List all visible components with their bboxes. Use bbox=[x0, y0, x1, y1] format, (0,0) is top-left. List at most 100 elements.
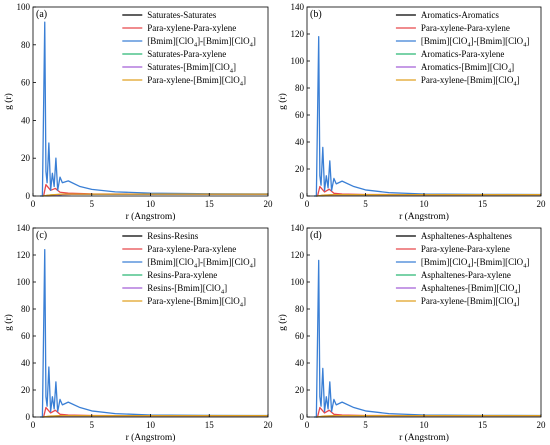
x-tick-label: 5 bbox=[90, 420, 95, 430]
y-axis-label: g (r) bbox=[3, 314, 14, 331]
y-tick-label: 0 bbox=[26, 191, 31, 201]
series-line-3 bbox=[40, 248, 269, 418]
y-tick-label: 100 bbox=[291, 277, 305, 287]
y-axis-label: g (r) bbox=[277, 93, 288, 110]
legend-entry: [Bmim][ClO4​]-[Bmim][ClO4​] bbox=[421, 257, 530, 270]
y-tick-label: 80 bbox=[21, 40, 31, 50]
legend-entry: Aromatics-[Bmim][ClO4​] bbox=[421, 62, 514, 75]
legend-entry: Resins-[Bmim][ClO4​] bbox=[147, 283, 227, 296]
series-line-6 bbox=[42, 414, 268, 418]
legend: Saturates-Saturates Para-xylene-Para-xyle… bbox=[122, 10, 256, 88]
panel-label: (c) bbox=[36, 230, 47, 241]
y-tick-label: 0 bbox=[300, 191, 305, 201]
panel-1: 0 5 10 15 20 0 20 40 60 80 100 r (Angstrom) g (r) (a)… bbox=[3, 2, 273, 222]
y-tick-label: 60 bbox=[21, 331, 31, 341]
y-tick-label: 20 bbox=[295, 164, 305, 174]
x-tick-label: 5 bbox=[90, 199, 95, 209]
y-tick-label: 140 bbox=[291, 2, 305, 12]
y-tick-label: 120 bbox=[291, 250, 305, 260]
x-tick-label: 15 bbox=[478, 420, 488, 430]
x-axis-label: r (Angstrom) bbox=[126, 211, 176, 222]
legend-entry: Resins-Resins bbox=[147, 231, 199, 241]
y-tick-label: 60 bbox=[295, 110, 305, 120]
panel-label: (d) bbox=[310, 230, 322, 241]
y-tick-label: 120 bbox=[17, 250, 31, 260]
legend-entry: Para-xylene-Para-xylene bbox=[147, 23, 236, 33]
x-tick-label: 5 bbox=[363, 420, 368, 430]
panel-label: (a) bbox=[36, 9, 47, 20]
y-tick-label: 80 bbox=[295, 304, 305, 314]
y-tick-label: 100 bbox=[17, 277, 31, 287]
legend-entry: Saturates-Saturates bbox=[147, 10, 216, 20]
x-axis-label: r (Angstrom) bbox=[399, 432, 449, 443]
legend-entry: [Bmim][ClO4​]-[Bmim][ClO4​] bbox=[147, 36, 256, 49]
y-tick-label: 140 bbox=[17, 223, 31, 233]
legend: Aromatics-Aromatics Para-xylene-Para-xyle… bbox=[395, 10, 530, 88]
y-tick-label: 100 bbox=[17, 2, 31, 12]
legend-entry: Para-xylene-Para-xylene bbox=[147, 244, 236, 254]
y-axis-label: g (r) bbox=[3, 93, 14, 110]
series-line-6 bbox=[316, 193, 541, 197]
x-tick-label: 15 bbox=[205, 199, 215, 209]
legend-entry: Para-xylene-[Bmim][ClO4​] bbox=[147, 296, 246, 309]
legend-entry: Para-xylene-[Bmim][ClO4​] bbox=[147, 75, 246, 88]
y-tick-label: 140 bbox=[291, 223, 305, 233]
y-tick-label: 20 bbox=[21, 153, 31, 163]
legend-entry: Para-xylene-Para-xylene bbox=[421, 244, 510, 254]
x-tick-label: 20 bbox=[537, 199, 547, 209]
y-tick-label: 60 bbox=[21, 78, 31, 88]
y-tick-label: 20 bbox=[21, 385, 31, 395]
legend-entry: Asphaltenes-Asphaltenes bbox=[421, 231, 512, 241]
x-tick-label: 15 bbox=[478, 199, 488, 209]
x-tick-label: 0 bbox=[31, 199, 36, 209]
legend: Asphaltenes-Asphaltenes Para-xylene-Para-… bbox=[395, 231, 530, 309]
legend-entry: Asphaltenes-Para-xylene bbox=[421, 270, 511, 280]
panel-3: 0 5 10 15 20 0 20 40 60 80 100 120 140 r (Angstrom) g … bbox=[3, 223, 273, 443]
legend-entry: [Bmim][ClO4​]-[Bmim][ClO4​] bbox=[421, 36, 530, 49]
x-tick-label: 5 bbox=[363, 199, 368, 209]
x-tick-label: 20 bbox=[537, 420, 547, 430]
legend-entry: Aromatics-Para-xylene bbox=[421, 49, 504, 59]
x-tick-label: 20 bbox=[264, 420, 274, 430]
y-tick-label: 20 bbox=[295, 385, 305, 395]
legend-entry: [Bmim][ClO4​]-[Bmim][ClO4​] bbox=[147, 257, 256, 270]
x-tick-label: 15 bbox=[205, 420, 215, 430]
x-axis-label: r (Angstrom) bbox=[126, 432, 176, 443]
legend-entry: Resins-Para-xylene bbox=[147, 270, 217, 280]
y-tick-label: 40 bbox=[295, 358, 305, 368]
legend-entry: Saturates-Para-xylene bbox=[147, 49, 226, 59]
y-tick-label: 40 bbox=[21, 358, 31, 368]
x-tick-label: 20 bbox=[264, 199, 274, 209]
y-tick-label: 40 bbox=[295, 137, 305, 147]
y-tick-label: 100 bbox=[291, 56, 305, 66]
series-line-6 bbox=[316, 414, 541, 418]
series-line-3 bbox=[314, 36, 542, 197]
legend-entry: Para-xylene-Para-xylene bbox=[421, 23, 510, 33]
y-tick-label: 80 bbox=[21, 304, 31, 314]
y-axis-label: g (r) bbox=[277, 314, 288, 331]
y-tick-label: 0 bbox=[26, 412, 31, 422]
panel-4: 0 5 10 15 20 0 20 40 60 80 100 120 140 r (Angstrom) g … bbox=[277, 223, 546, 443]
y-tick-label: 120 bbox=[291, 29, 305, 39]
x-tick-label: 10 bbox=[146, 420, 156, 430]
y-tick-label: 0 bbox=[300, 412, 305, 422]
legend: Resins-Resins Para-xylene-Para-xylene [Bmi… bbox=[122, 231, 256, 309]
legend-entry: Saturates-[Bmim][ClO4​] bbox=[147, 62, 236, 75]
y-tick-label: 60 bbox=[295, 331, 305, 341]
legend-entry: Aromatics-Aromatics bbox=[421, 10, 499, 20]
legend-entry: Para-xylene-[Bmim][ClO4​] bbox=[421, 75, 520, 88]
x-tick-label: 0 bbox=[31, 420, 36, 430]
panel-label: (b) bbox=[310, 9, 322, 20]
y-tick-label: 80 bbox=[295, 83, 305, 93]
series-line-6 bbox=[42, 193, 268, 197]
x-tick-label: 10 bbox=[420, 199, 430, 209]
y-tick-label: 40 bbox=[21, 115, 31, 125]
series-line-3 bbox=[314, 259, 542, 418]
legend-entry: Para-xylene-[Bmim][ClO4​] bbox=[421, 296, 520, 309]
series-line-3 bbox=[40, 21, 269, 197]
x-tick-label: 0 bbox=[305, 420, 310, 430]
legend-entry: Asphaltenes-[Bmim][ClO4​] bbox=[421, 283, 521, 296]
x-axis-label: r (Angstrom) bbox=[399, 211, 449, 222]
x-tick-label: 10 bbox=[146, 199, 156, 209]
